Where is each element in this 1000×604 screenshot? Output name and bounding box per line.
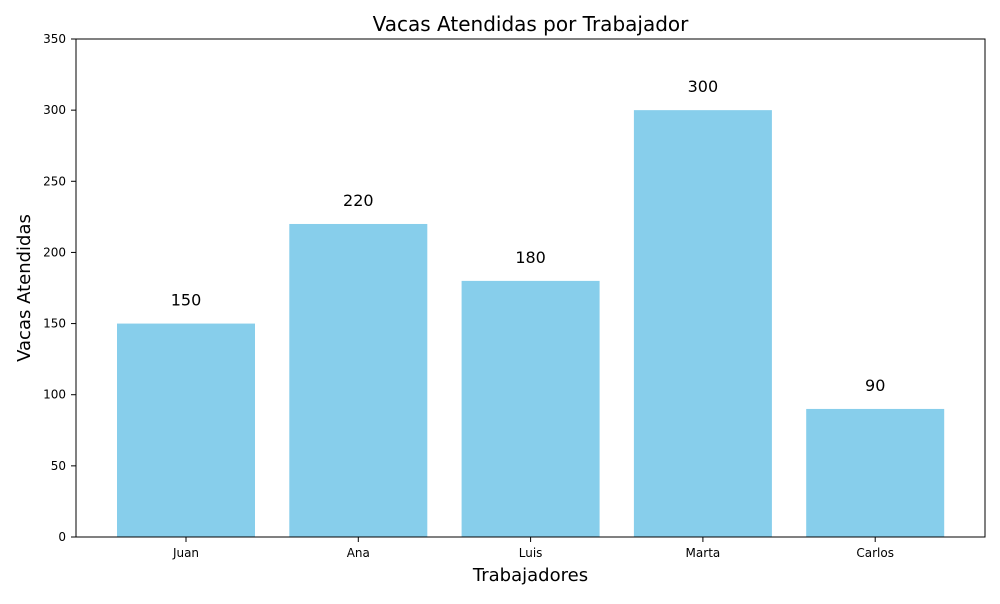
data-label-marta: 300	[688, 77, 719, 96]
y-tick-label: 250	[43, 174, 66, 188]
y-tick-label: 0	[58, 530, 66, 544]
data-labels-layer: 150 220 180 300 90	[171, 77, 886, 395]
data-label-luis: 180	[515, 248, 546, 267]
bar-juan	[117, 323, 255, 537]
y-axis-label: Vacas Atendidas	[14, 214, 35, 362]
x-tick-label: Carlos	[856, 546, 894, 560]
bar-luis	[461, 280, 600, 537]
bars-layer	[117, 110, 945, 538]
x-tick-label: Marta	[686, 546, 721, 560]
y-tick-label: 50	[51, 459, 66, 473]
chart-title: Vacas Atendidas por Trabajador	[373, 12, 690, 36]
x-tick-label: Ana	[347, 546, 370, 560]
x-axis-label: Trabajadores	[472, 565, 588, 586]
axes-layer: Juan Ana Luis Marta Carlos 0 50 100 150 200 250 300…	[43, 32, 986, 560]
y-tick-label: 100	[43, 388, 66, 402]
plot-frame	[75, 38, 986, 538]
y-tick-label: 150	[43, 317, 66, 331]
data-label-ana: 220	[343, 191, 374, 210]
bar-marta	[633, 110, 772, 538]
x-tick-label: Juan	[172, 546, 199, 560]
data-label-juan: 150	[171, 291, 202, 310]
x-tick-label: Luis	[519, 546, 543, 560]
y-tick-label: 300	[43, 103, 66, 117]
bar-carlos	[806, 408, 945, 537]
y-tick-label: 350	[43, 32, 66, 46]
data-label-carlos: 90	[865, 376, 885, 395]
bar-ana	[289, 223, 428, 537]
y-tick-label: 200	[43, 245, 66, 259]
